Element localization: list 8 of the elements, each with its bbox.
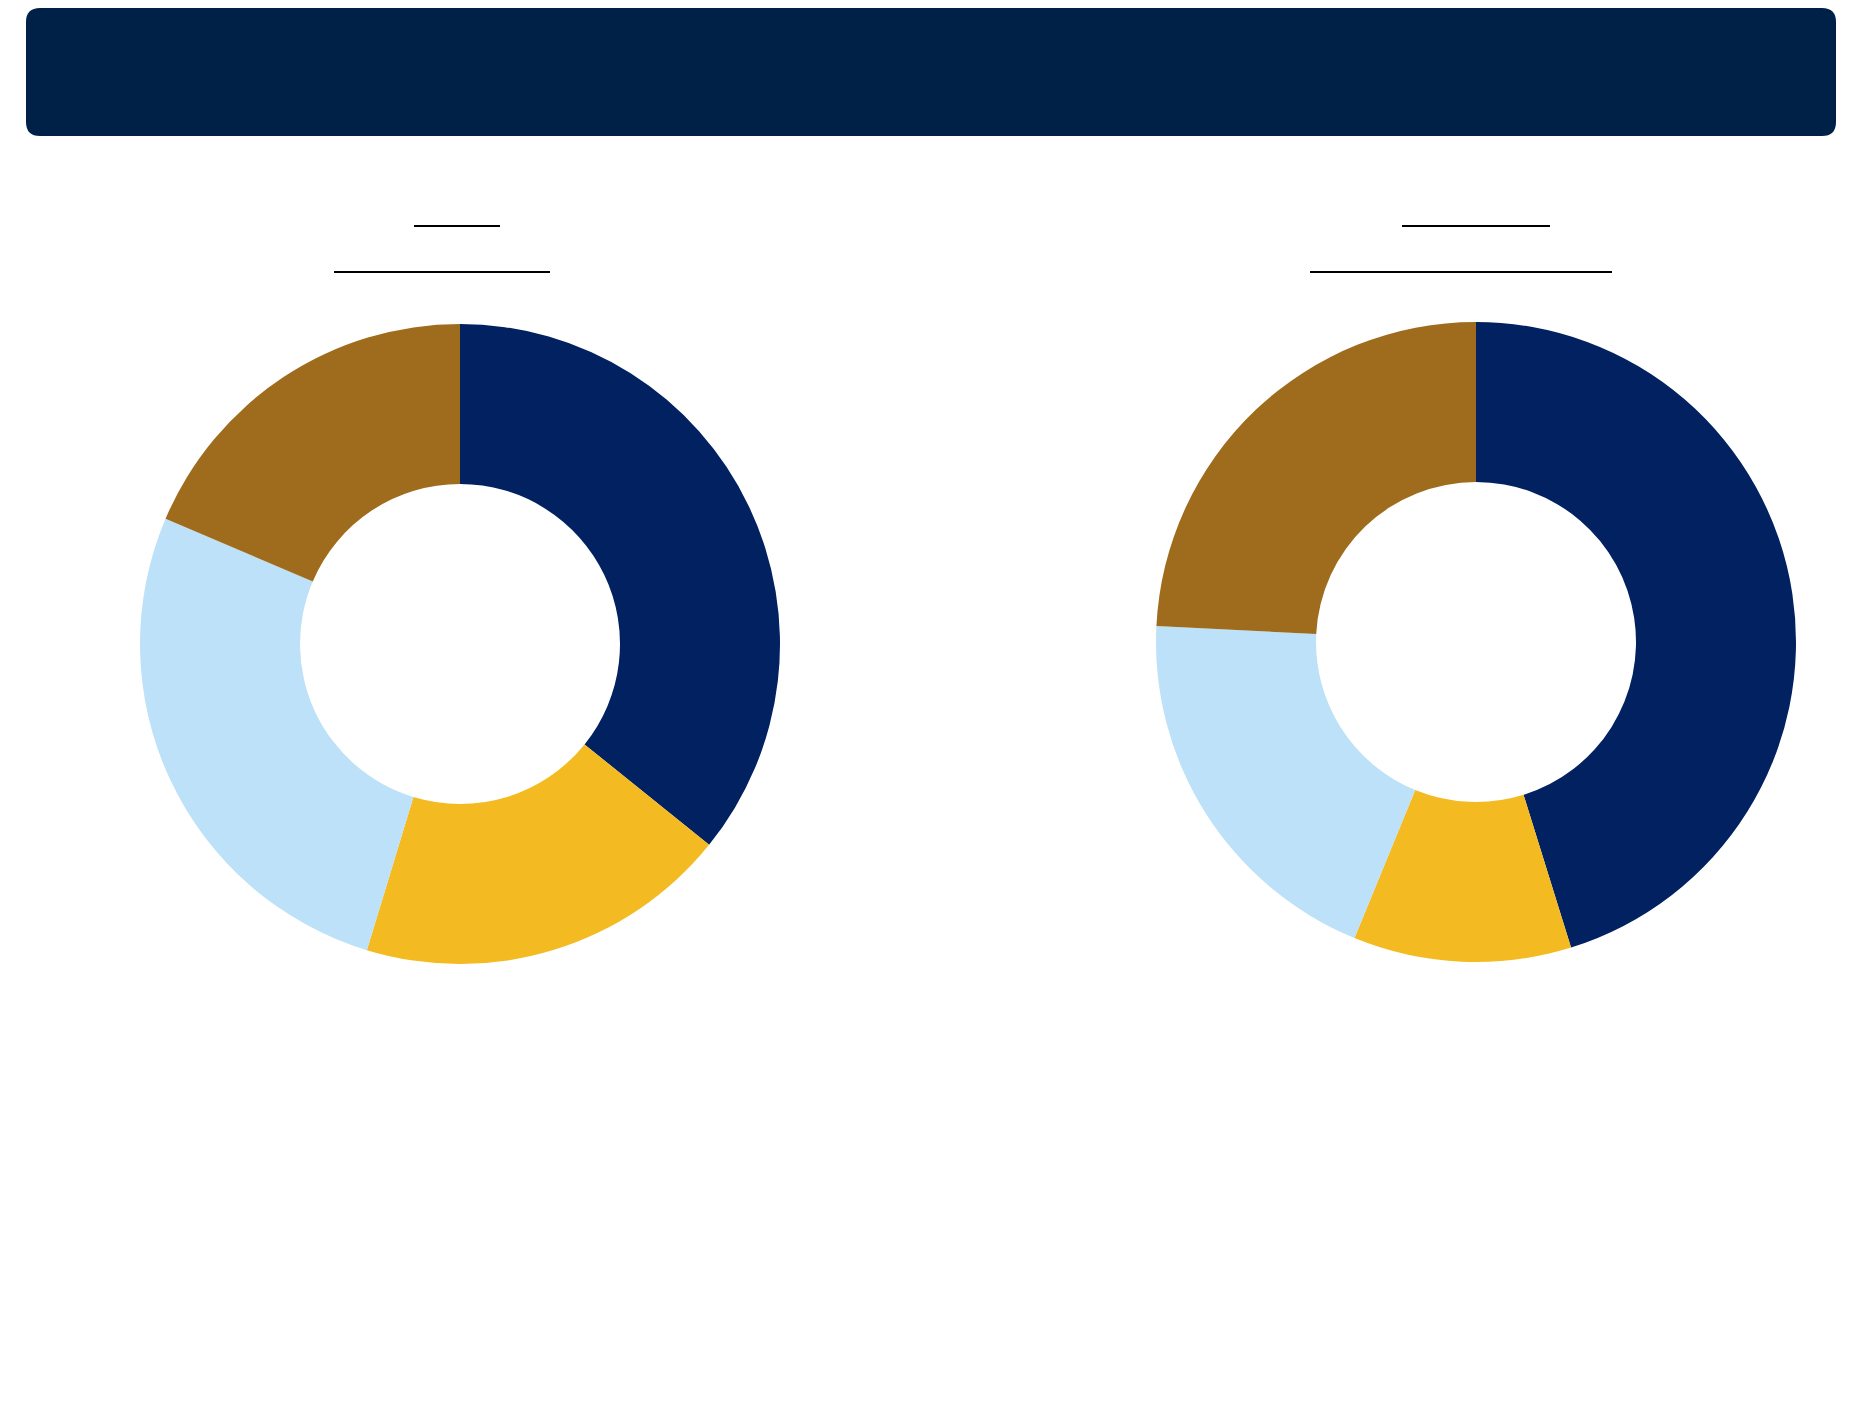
donut-slice — [140, 518, 414, 951]
donut-slice — [1156, 322, 1476, 634]
donut-slice — [1156, 625, 1416, 939]
donut-slice — [460, 324, 780, 845]
donut-slice — [1354, 790, 1572, 962]
donut-slice — [165, 324, 460, 582]
donut-slice — [366, 744, 710, 964]
donut-slice — [1476, 322, 1796, 948]
